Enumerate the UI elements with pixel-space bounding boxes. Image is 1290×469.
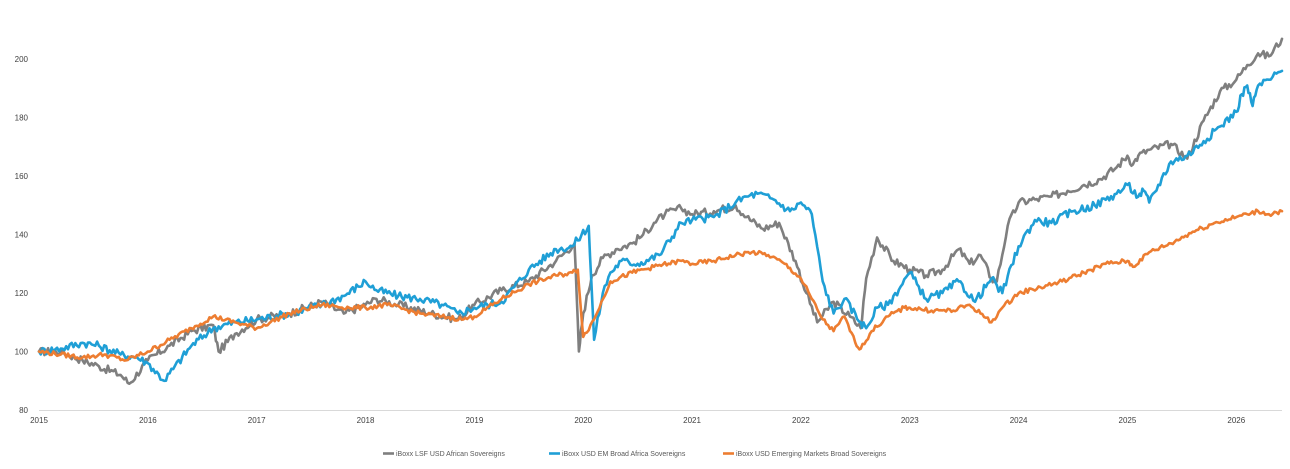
x-tick-label: 2023 bbox=[901, 416, 919, 425]
y-tick-label: 200 bbox=[15, 55, 29, 64]
y-tick-label: 120 bbox=[15, 289, 29, 298]
x-tick-label: 2026 bbox=[1227, 416, 1245, 425]
x-tick-label: 2015 bbox=[30, 416, 48, 425]
legend-label: iBoxx USD Emerging Markets Broad Soverei… bbox=[736, 451, 887, 458]
x-tick-label: 2020 bbox=[574, 416, 592, 425]
y-tick-label: 180 bbox=[15, 114, 29, 123]
legend-label: iBoxx LSF USD African Sovereigns bbox=[396, 451, 505, 458]
series-line-2 bbox=[37, 69, 1284, 383]
y-tick-label: 160 bbox=[15, 172, 29, 181]
x-tick-label: 2017 bbox=[248, 416, 266, 425]
x-tick-label: 2016 bbox=[139, 416, 157, 425]
x-tick-label: 2021 bbox=[683, 416, 701, 425]
x-tick-label: 2018 bbox=[357, 416, 375, 425]
legend-label: iBoxx USD EM Broad Africa Sovereigns bbox=[562, 451, 686, 458]
x-tick-label: 2025 bbox=[1119, 416, 1137, 425]
legend: iBoxx LSF USD African Sovereigns iBoxx US… bbox=[383, 451, 887, 458]
y-tick-labels: 80 100 120 140 160 180 200 bbox=[15, 55, 29, 415]
x-tick-label: 2022 bbox=[792, 416, 810, 425]
y-tick-label: 80 bbox=[19, 406, 28, 415]
series-line-3 bbox=[37, 208, 1284, 362]
y-tick-label: 140 bbox=[15, 231, 29, 240]
y-tick-label: 100 bbox=[15, 348, 29, 357]
series-layer bbox=[37, 37, 1284, 385]
x-tick-labels: 2015 2016 2017 2018 2019 2020 2021 2022 2023 2024… bbox=[30, 416, 1246, 425]
x-tick-label: 2019 bbox=[465, 416, 483, 425]
x-tick-label: 2024 bbox=[1010, 416, 1028, 425]
series-line-1 bbox=[37, 37, 1284, 385]
